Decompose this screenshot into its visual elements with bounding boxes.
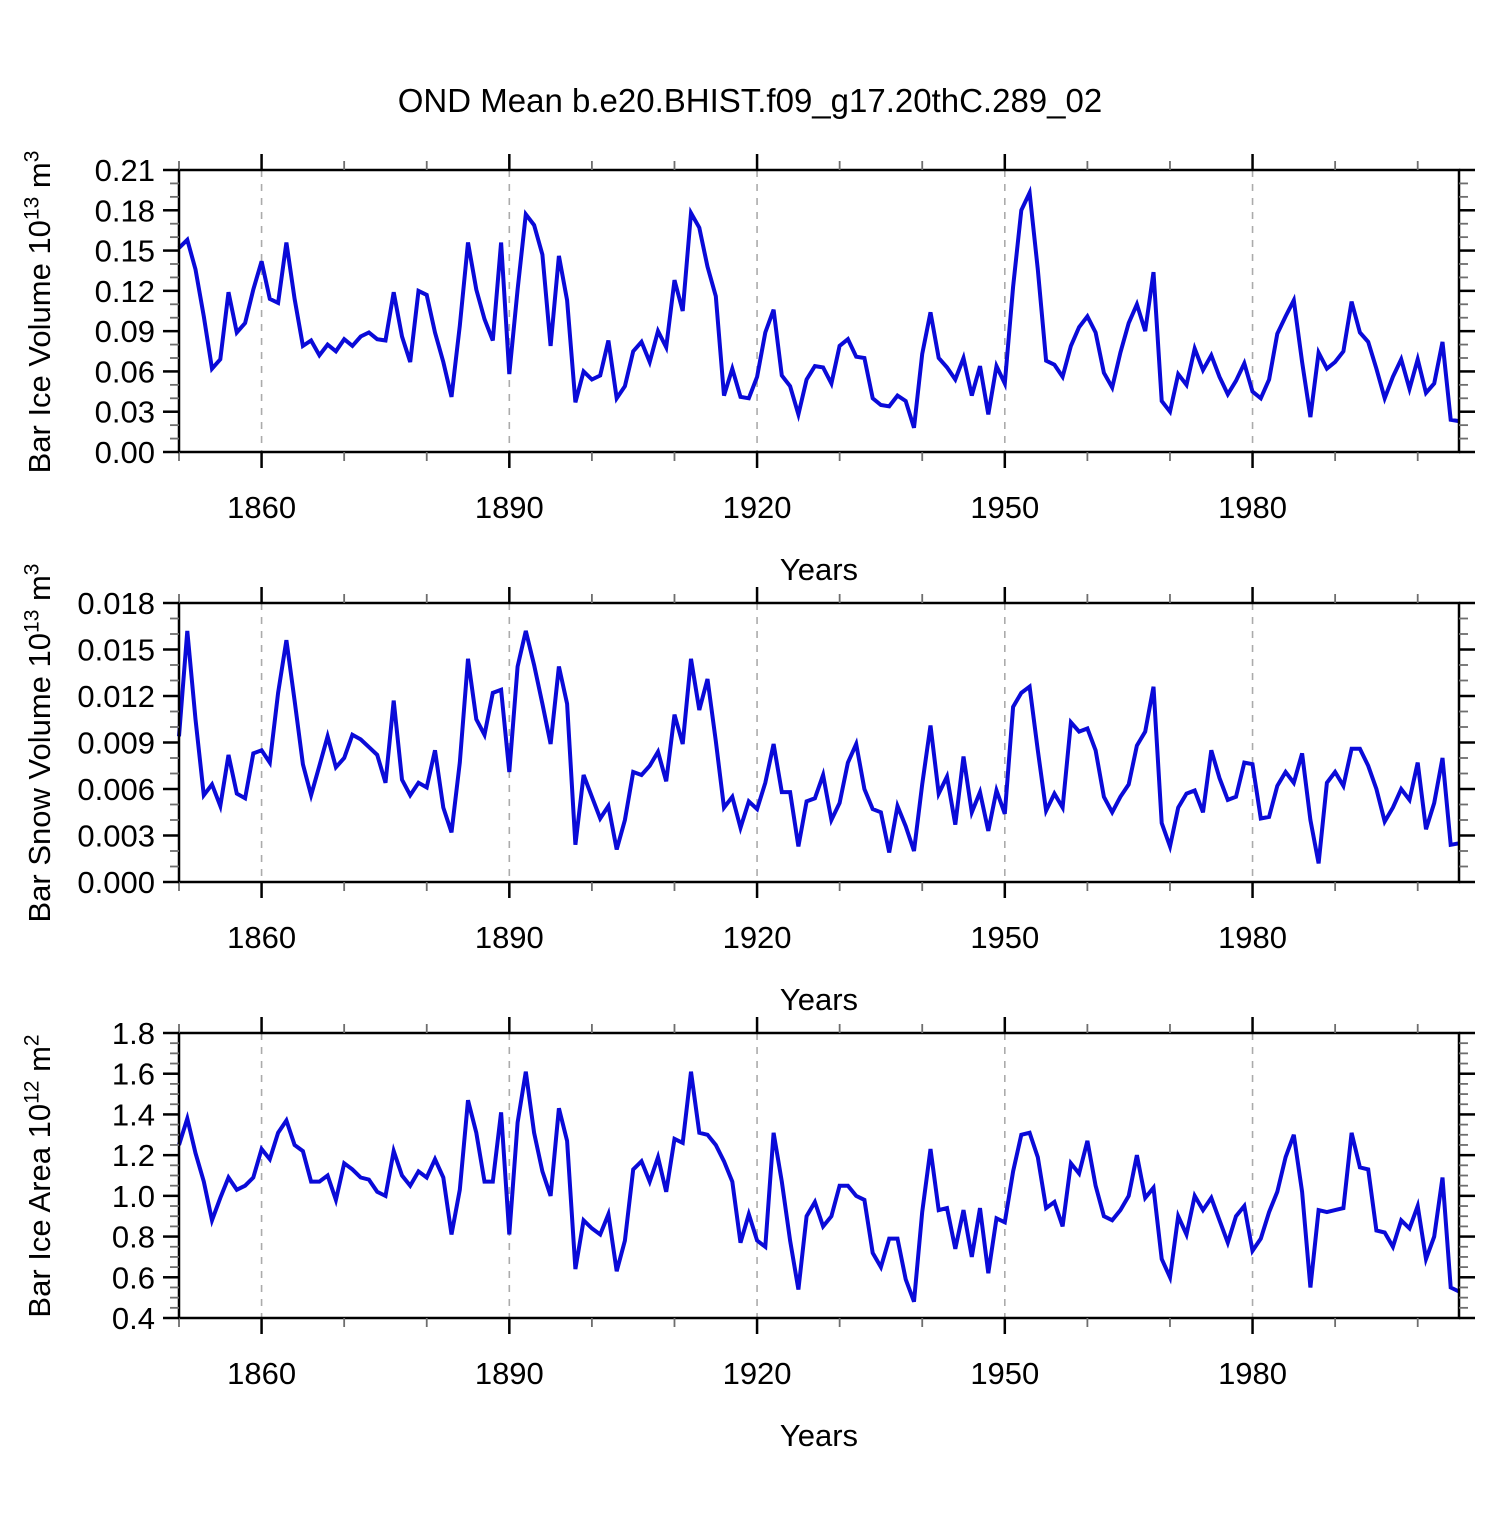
y-axis-title-ice-area: Bar Ice Area 1012 m2 xyxy=(17,826,63,1526)
x-axis-title: Years xyxy=(779,1418,859,1453)
y-tick-label: 0.00 xyxy=(95,435,155,470)
bar-ice-area-line xyxy=(177,1071,1460,1303)
x-axis-title: Years xyxy=(779,552,859,587)
y-tick-label: 0.6 xyxy=(112,1260,155,1295)
x-tick-label: 1860 xyxy=(227,1356,296,1391)
bar-ice-volume-line xyxy=(177,185,1460,429)
y-tick-label: 0.012 xyxy=(77,679,155,714)
y-tick-label: 0.03 xyxy=(95,395,155,430)
y-axis-title-exponent: 12 xyxy=(20,1080,44,1104)
plot-frame xyxy=(177,601,1461,884)
bar-ice-volume-panel: 0.00 0.03 0.06 0.09 0.12 0.15 0.18 0.21 1860 1890… xyxy=(95,153,1475,525)
x-axis-title: Years xyxy=(779,982,859,1017)
y-tick-label: 0.003 xyxy=(77,819,155,854)
y-tick-label: 0.21 xyxy=(95,153,155,188)
x-tick-label: 1950 xyxy=(970,490,1039,525)
x-tick-label: 1920 xyxy=(723,1356,792,1391)
bar-ice-area-panel: 0.4 0.6 0.8 1.0 1.2 1.4 1.6 1.8 1860 1890 1920 1950… xyxy=(112,1016,1475,1391)
y-tick-label: 1.2 xyxy=(112,1138,155,1173)
bar-snow-volume-panel: 0.000 0.003 0.006 0.009 0.012 0.015 0.018 1860 1… xyxy=(77,586,1475,955)
y-tick-label: 1.6 xyxy=(112,1057,155,1092)
y-axis-title-exponent: 13 xyxy=(20,196,44,221)
y-tick-label: 0.000 xyxy=(77,865,155,900)
plot-frame xyxy=(177,1031,1461,1320)
y-axis-title-unit: m xyxy=(22,575,57,610)
y-tick-label: 0.009 xyxy=(77,726,155,761)
y-tick-label: 0.06 xyxy=(95,354,155,389)
y-tick-label: 0.006 xyxy=(77,772,155,807)
y-tick-label: 1.8 xyxy=(112,1016,155,1051)
y-axis-title-text: Bar Ice Area 10 xyxy=(22,1103,57,1318)
y-tick-label: 1.4 xyxy=(112,1097,155,1132)
y-tick-label: 0.015 xyxy=(77,633,155,668)
x-tick-label: 1890 xyxy=(475,920,544,955)
y-tick-label: 0.18 xyxy=(95,193,155,228)
x-tick-label: 1950 xyxy=(970,1356,1039,1391)
x-tick-label: 1890 xyxy=(475,1356,544,1391)
x-tick-label: 1920 xyxy=(723,920,792,955)
y-axis-title-unit: m xyxy=(22,1046,57,1081)
x-tick-label: 1980 xyxy=(1218,920,1287,955)
y-tick-label: 1.0 xyxy=(112,1179,155,1214)
y-axis-title-unit-exponent: 2 xyxy=(20,1034,44,1047)
y-axis-title-exponent: 13 xyxy=(20,609,44,633)
y-tick-label: 0.018 xyxy=(77,586,155,621)
x-tick-label: 1950 xyxy=(970,920,1039,955)
plot-frame xyxy=(177,168,1461,454)
y-axis-title-unit-exponent: 3 xyxy=(20,150,44,163)
x-tick-label: 1980 xyxy=(1218,1356,1287,1391)
y-tick-label: 0.09 xyxy=(95,314,155,349)
y-tick-label: 0.8 xyxy=(112,1220,155,1255)
x-tick-label: 1860 xyxy=(227,920,296,955)
y-axis-title-unit: m xyxy=(22,162,57,197)
x-tick-label: 1890 xyxy=(475,490,544,525)
x-tick-label: 1860 xyxy=(227,490,296,525)
y-axis-title-unit-exponent: 3 xyxy=(20,563,44,576)
bar-snow-volume-line xyxy=(177,630,1460,864)
x-tick-label: 1920 xyxy=(723,490,792,525)
y-tick-label: 0.15 xyxy=(95,234,155,269)
y-tick-label: 0.4 xyxy=(112,1301,155,1336)
y-tick-label: 0.12 xyxy=(95,274,155,309)
chart-title: OND Mean b.e20.BHIST.f09_g17.20thC.289_0… xyxy=(397,82,1103,119)
x-tick-label: 1980 xyxy=(1218,490,1287,525)
